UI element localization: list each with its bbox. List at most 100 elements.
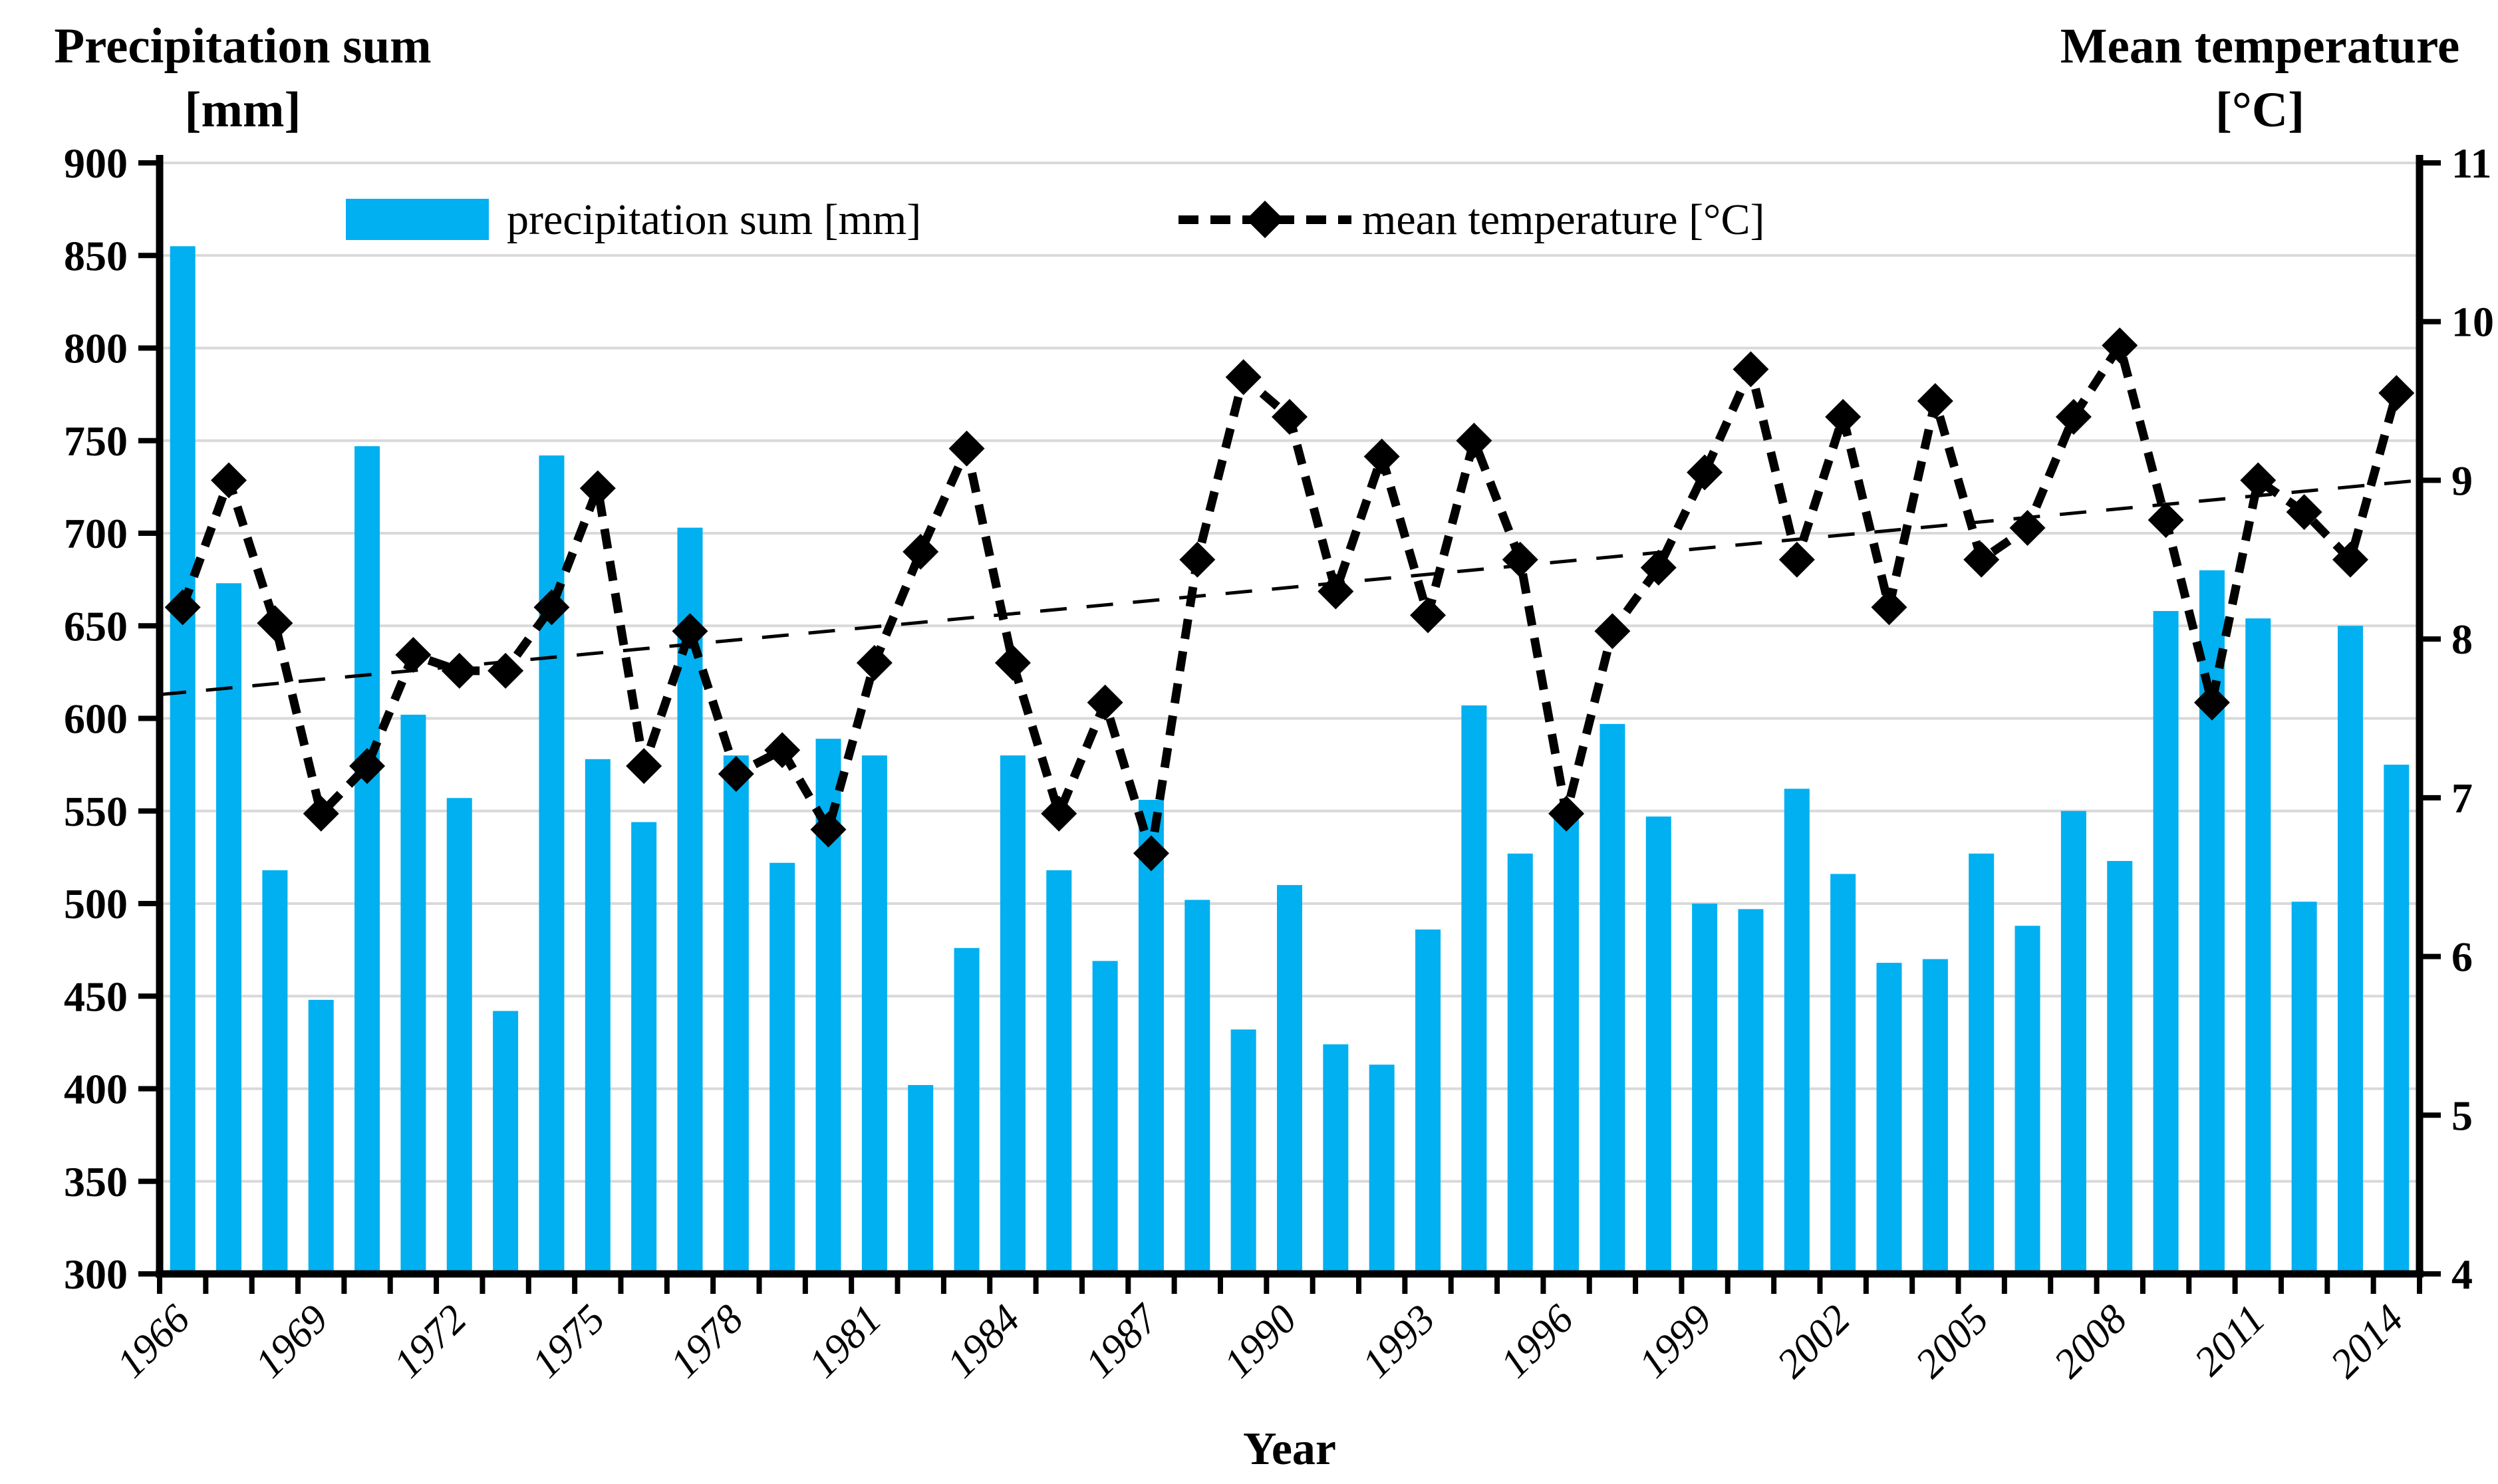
temperature-marker-1974 xyxy=(533,589,570,626)
temperature-marker-1991 xyxy=(1318,573,1354,610)
temperature-marker-1982 xyxy=(902,533,939,570)
right-tick-label-10: 10 xyxy=(2451,299,2494,346)
temperature-marker-1998 xyxy=(1640,549,1677,586)
temperature-marker-1979 xyxy=(764,732,801,769)
bar-1988 xyxy=(1184,900,1210,1274)
bar-2014 xyxy=(2384,765,2410,1274)
bar-1968 xyxy=(262,870,288,1274)
bar-1998 xyxy=(1645,816,1671,1274)
temperature-marker-1970 xyxy=(349,748,386,785)
bar-1997 xyxy=(1599,723,1625,1274)
year-label-1972: 1972 xyxy=(385,1297,476,1387)
temperature-marker-2005 xyxy=(1963,541,2000,578)
right-tick-label-6: 6 xyxy=(2451,933,2473,981)
legend-precipitation-label: precipitation sum [mm] xyxy=(507,195,922,244)
temperature-marker-1985 xyxy=(1041,795,1077,832)
bar-1971 xyxy=(400,714,426,1274)
temperature-marker-1968 xyxy=(257,605,293,642)
year-label-1999: 1999 xyxy=(1630,1297,1721,1387)
bar-2005 xyxy=(1969,853,1995,1274)
year-label-2011: 2011 xyxy=(2186,1297,2275,1385)
temperature-marker-2009 xyxy=(2148,502,2184,539)
bar-2004 xyxy=(1922,959,1948,1274)
temperature-marker-1972 xyxy=(441,652,478,689)
bar-2002 xyxy=(1830,874,1856,1274)
bar-2012 xyxy=(2291,902,2317,1274)
bar-1992 xyxy=(1369,1064,1395,1274)
year-label-1984: 1984 xyxy=(938,1297,1029,1387)
temperature-marker-1992 xyxy=(1363,438,1400,475)
bar-1987 xyxy=(1138,800,1164,1274)
bar-1970 xyxy=(354,446,380,1274)
bar-2011 xyxy=(2245,618,2271,1274)
bar-2009 xyxy=(2153,610,2179,1274)
bar-2013 xyxy=(2337,626,2363,1274)
bar-1996 xyxy=(1554,808,1580,1274)
legend-temperature-label: mean temperature [°C] xyxy=(1362,195,1765,244)
temperature-marker-1980 xyxy=(810,811,847,848)
bar-1967 xyxy=(216,583,242,1274)
temperature-marker-1971 xyxy=(395,637,432,674)
bar-1978 xyxy=(723,755,749,1274)
left-tick-label-800: 800 xyxy=(64,325,128,372)
bar-1999 xyxy=(1692,904,1718,1274)
bar-2008 xyxy=(2107,860,2133,1274)
temperature-marker-2001 xyxy=(1778,541,1815,578)
year-label-1996: 1996 xyxy=(1492,1297,1582,1387)
year-label-1966: 1966 xyxy=(108,1297,199,1387)
bar-1973 xyxy=(493,1011,519,1274)
right-tick-label-5: 5 xyxy=(2451,1092,2473,1139)
temperature-marker-1993 xyxy=(1410,597,1447,634)
temperature-marker-1981 xyxy=(856,644,893,681)
left-axis-title-line2: [mm] xyxy=(184,82,301,138)
bar-1969 xyxy=(308,999,334,1274)
left-tick-label-900: 900 xyxy=(64,140,128,187)
bar-1985 xyxy=(1046,870,1072,1274)
temperature-marker-1984 xyxy=(994,644,1031,681)
temperature-marker-1983 xyxy=(948,430,985,467)
bar-2000 xyxy=(1738,909,1764,1274)
temperature-marker-2013 xyxy=(2332,541,2368,578)
temperature-marker-2011 xyxy=(2240,462,2277,499)
bar-1982 xyxy=(908,1084,934,1274)
left-tick-label-650: 650 xyxy=(64,602,128,650)
temperature-marker-2010 xyxy=(2193,684,2230,721)
left-tick-label-450: 450 xyxy=(64,973,128,1020)
temperature-marker-1994 xyxy=(1456,422,1492,459)
left-tick-label-300: 300 xyxy=(64,1251,128,1298)
bar-1981 xyxy=(861,755,887,1274)
bar-1986 xyxy=(1092,961,1118,1274)
right-axis-title-line2: [°C] xyxy=(2215,82,2305,138)
right-axis-title: Mean temperature [°C] xyxy=(2030,15,2490,142)
bar-1993 xyxy=(1415,929,1441,1274)
bar-2007 xyxy=(2060,810,2086,1274)
temperature-marker-2000 xyxy=(1733,351,1769,388)
bar-1974 xyxy=(539,455,565,1274)
bar-2003 xyxy=(1876,963,1902,1274)
bar-1990 xyxy=(1277,885,1302,1274)
temperature-marker-1969 xyxy=(303,795,339,832)
bar-1972 xyxy=(446,798,472,1274)
left-tick-label-550: 550 xyxy=(64,788,128,835)
temperature-marker-1988 xyxy=(1179,541,1216,578)
temperature-marker-2012 xyxy=(2286,494,2322,531)
x-axis-title: Year xyxy=(1243,1423,1336,1475)
bar-1991 xyxy=(1323,1044,1349,1274)
temperature-marker-1996 xyxy=(1548,795,1585,832)
left-tick-label-850: 850 xyxy=(64,232,128,279)
left-tick-label-350: 350 xyxy=(64,1158,128,1205)
left-tick-label-750: 750 xyxy=(64,418,128,465)
temperature-marker-1976 xyxy=(626,748,662,785)
year-label-1987: 1987 xyxy=(1077,1295,1169,1387)
right-tick-label-9: 9 xyxy=(2451,457,2473,504)
temperature-marker-1966 xyxy=(164,589,201,626)
right-axis-title-line1: Mean temperature xyxy=(2060,19,2460,74)
year-label-1975: 1975 xyxy=(523,1297,614,1387)
temperature-marker-1990 xyxy=(1272,398,1308,435)
legend-temperature-line-icon xyxy=(1179,199,1351,239)
right-tick-label-7: 7 xyxy=(2451,775,2473,822)
temperature-marker-1975 xyxy=(579,470,616,507)
temperature-marker-1997 xyxy=(1594,613,1631,650)
